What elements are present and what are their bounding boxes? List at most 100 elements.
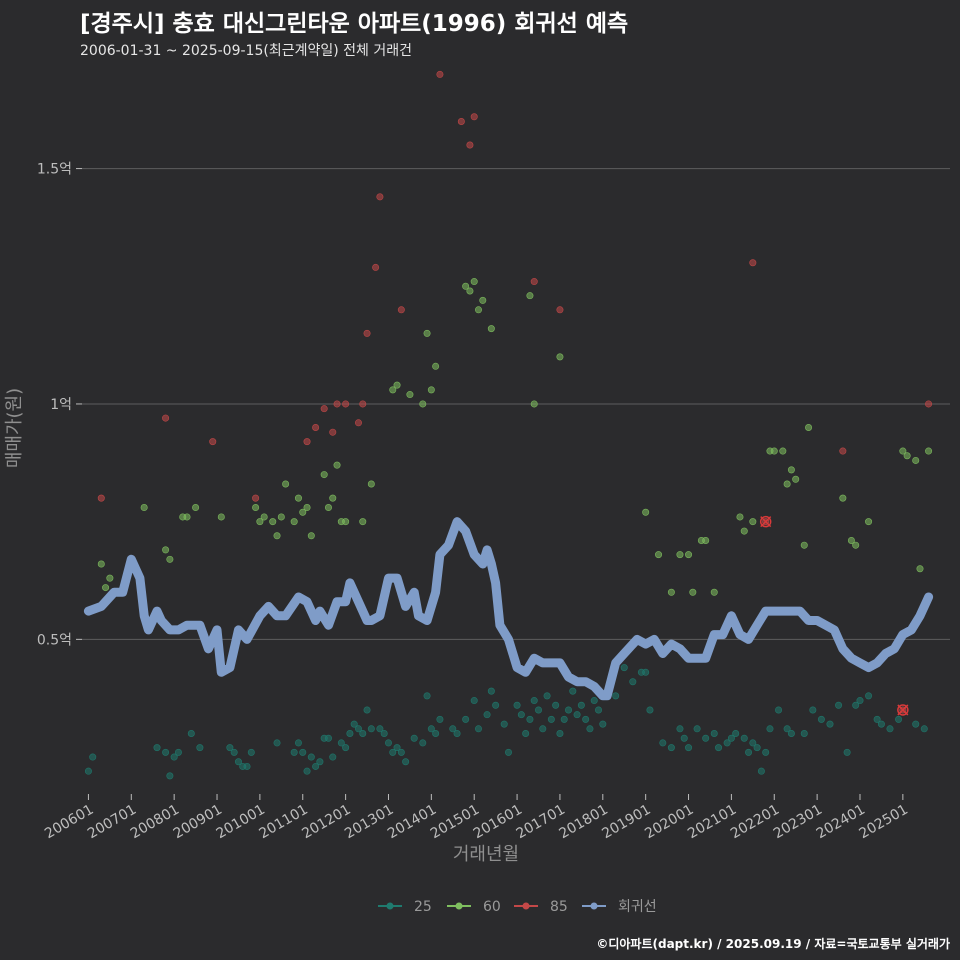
x-tick-label: 201301 (342, 802, 396, 843)
point-60 (166, 555, 174, 563)
point-25 (419, 739, 427, 747)
point-60 (162, 546, 170, 554)
point-25 (762, 748, 770, 756)
point-60 (689, 588, 697, 596)
point-60 (294, 494, 302, 502)
point-25 (895, 715, 903, 723)
point-60 (342, 518, 350, 526)
point-60 (256, 518, 264, 526)
point-60 (329, 494, 337, 502)
y-tick-label: 1억 (50, 397, 72, 413)
x-tick-label: 202401 (814, 802, 868, 843)
point-25 (620, 664, 628, 672)
point-25 (384, 739, 392, 747)
point-85 (303, 438, 311, 446)
point-25 (402, 758, 410, 766)
point-85 (397, 306, 405, 314)
point-60 (273, 532, 281, 540)
point-25 (595, 706, 603, 714)
point-85 (376, 193, 384, 201)
point-25 (856, 697, 864, 705)
x-tick-label: 201201 (299, 802, 353, 843)
x-tick-label: 201801 (557, 802, 611, 843)
point-60 (899, 447, 907, 455)
point-25 (552, 701, 560, 709)
point-25 (500, 720, 508, 728)
point-60 (667, 588, 675, 596)
point-60 (97, 560, 105, 568)
point-25 (582, 715, 590, 723)
point-85 (436, 70, 444, 78)
point-25 (775, 706, 783, 714)
point-60 (192, 504, 200, 512)
regression-line-layer (83, 517, 934, 701)
point-25 (740, 734, 748, 742)
point-25 (376, 725, 384, 733)
point-60 (269, 518, 277, 526)
point-25 (517, 711, 525, 719)
point-85 (342, 400, 350, 408)
point-60 (556, 353, 564, 361)
chart-subtitle: 2006-01-31 ~ 2025-09-15(최근계약일) 전체 거래건 (80, 43, 412, 59)
point-25 (723, 739, 731, 747)
point-60 (423, 329, 431, 337)
point-25 (727, 734, 735, 742)
point-85 (162, 414, 170, 422)
point-25 (800, 730, 808, 738)
point-60 (359, 518, 367, 526)
point-25 (312, 762, 320, 770)
point-60 (783, 480, 791, 488)
point-60 (217, 513, 225, 521)
point-25 (685, 744, 693, 752)
point-25 (492, 701, 500, 709)
y-tick-label: 0.5억 (37, 632, 72, 648)
point-25 (590, 697, 598, 705)
point-25 (174, 748, 182, 756)
point-60 (740, 527, 748, 535)
x-tick-label: 201101 (256, 802, 310, 843)
cancelled-mark-stroke (760, 516, 772, 528)
point-25 (84, 767, 92, 775)
point-25 (749, 739, 757, 747)
x-tick-label: 200801 (128, 802, 182, 843)
point-25 (273, 739, 281, 747)
legend-swatch-dot (522, 902, 530, 910)
point-25 (299, 748, 307, 756)
point-25 (153, 744, 161, 752)
point-85 (372, 263, 380, 271)
grid-lines (82, 168, 950, 640)
point-25 (783, 725, 791, 733)
point-60 (479, 296, 487, 304)
point-25 (230, 748, 238, 756)
point-85 (320, 405, 328, 413)
x-tick-label: 202101 (685, 802, 739, 843)
legend-item-25: 25 (378, 899, 432, 915)
point-25 (196, 744, 204, 752)
point-60 (685, 551, 693, 559)
point-60 (427, 386, 435, 394)
point-60 (282, 480, 290, 488)
point-60 (393, 381, 401, 389)
point-25 (586, 725, 594, 733)
point-25 (573, 711, 581, 719)
cancelled-mark (897, 704, 909, 716)
point-60 (324, 504, 332, 512)
point-25 (354, 725, 362, 733)
point-60 (852, 541, 860, 549)
legend-item-60: 60 (447, 899, 501, 915)
point-25 (659, 739, 667, 747)
cancelled-mark-ring (897, 704, 909, 716)
point-85 (333, 400, 341, 408)
point-25 (397, 748, 405, 756)
point-60 (320, 471, 328, 479)
point-25 (170, 753, 178, 761)
point-25 (817, 715, 825, 723)
cancelled-mark (759, 515, 772, 528)
point-60 (299, 508, 307, 516)
point-85 (749, 259, 757, 267)
point-60 (183, 513, 191, 521)
point-25 (303, 767, 311, 775)
point-25 (676, 725, 684, 733)
point-85 (839, 447, 847, 455)
legend-item-회귀선: 회귀선 (582, 899, 657, 915)
